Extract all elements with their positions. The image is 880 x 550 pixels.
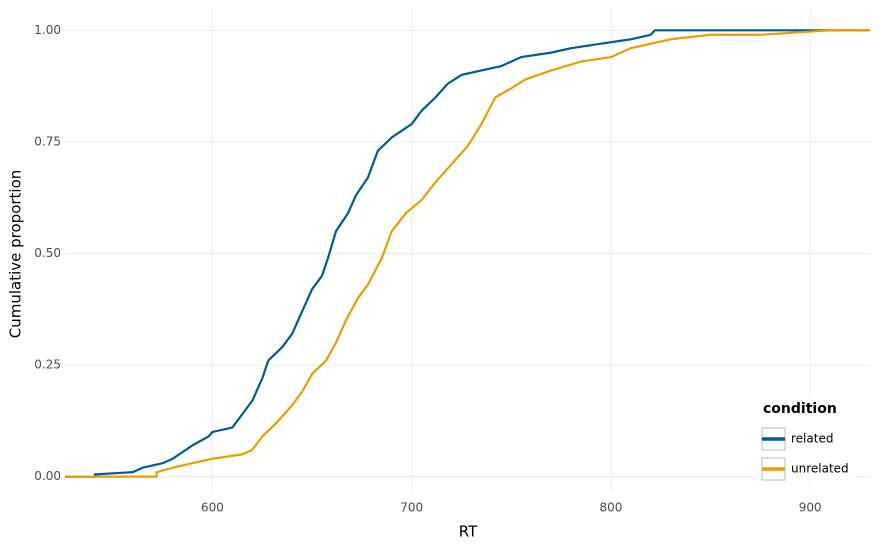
legend-label: related xyxy=(791,432,833,446)
y-axis-title: Cumulative proportion xyxy=(7,170,25,339)
x-tick-label: 700 xyxy=(400,501,423,515)
y-tick-label: 1.00 xyxy=(34,23,61,37)
x-tick-label: 900 xyxy=(799,501,822,515)
legend-label: unrelated xyxy=(791,462,849,476)
ecdf-line xyxy=(65,29,870,478)
y-tick-label: 0.25 xyxy=(34,358,61,372)
y-tick-label: 0.00 xyxy=(34,469,61,483)
legend-title: condition xyxy=(763,401,837,417)
ecdf-line xyxy=(65,29,870,478)
x-tick-label: 600 xyxy=(201,501,224,515)
y-tick-label: 0.50 xyxy=(34,246,61,260)
x-tick-label: 800 xyxy=(600,501,623,515)
x-axis-title: RT xyxy=(459,523,478,541)
y-tick-label: 0.75 xyxy=(34,134,61,148)
